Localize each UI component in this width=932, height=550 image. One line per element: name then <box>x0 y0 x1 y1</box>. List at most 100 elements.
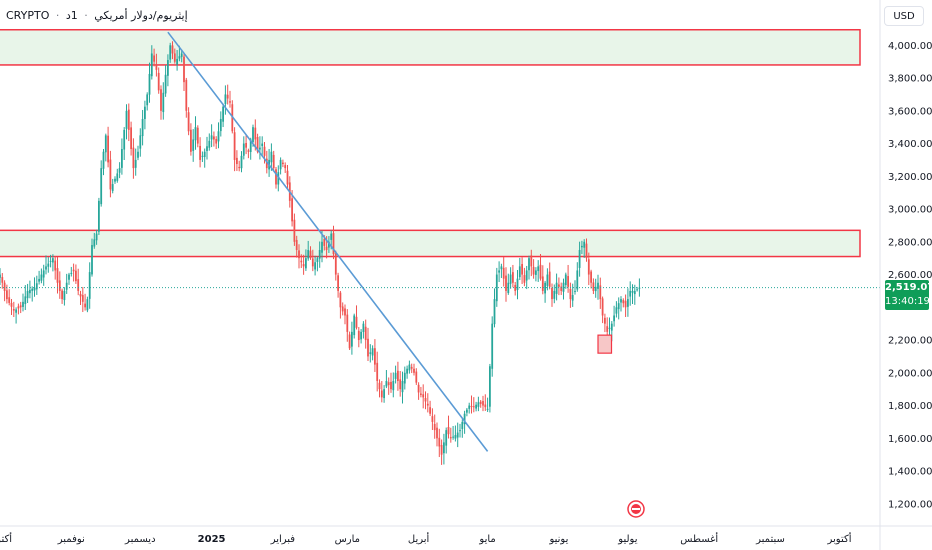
candle-body <box>530 255 533 267</box>
candle-body <box>199 145 201 160</box>
candle-body <box>132 147 135 169</box>
candle-body <box>316 258 319 262</box>
candle-body <box>539 264 542 279</box>
candle-body <box>68 274 70 280</box>
candle-body <box>378 382 381 390</box>
candle-body <box>581 245 583 248</box>
candle-body <box>88 272 91 299</box>
candle-body <box>466 409 468 413</box>
candle-body <box>203 151 206 158</box>
candle-body <box>162 92 165 113</box>
candle-body <box>564 274 567 286</box>
symbol-name: إيثريوم/دولار أمريكي <box>94 9 188 22</box>
candle-body <box>546 274 549 286</box>
candle-body <box>70 272 73 274</box>
x-axis: أكتوبر نوفمبر ديسمبر 2025 فبراير مارس أبريل ماي… <box>0 525 932 545</box>
candle-body <box>185 79 188 111</box>
candle-body <box>45 266 47 270</box>
candle-body <box>208 140 211 148</box>
candle-body <box>486 408 489 410</box>
candle-body <box>311 258 314 267</box>
candle-body <box>86 299 89 311</box>
candle-body <box>406 368 408 374</box>
candle-body <box>594 286 597 292</box>
candle-body <box>449 437 452 439</box>
x-tick-label: أغسطس <box>680 532 718 545</box>
candle-body <box>277 172 280 185</box>
candle-body <box>217 131 220 142</box>
x-tick-label: 2025 <box>198 534 226 545</box>
interval-label[interactable]: 1د <box>65 9 78 22</box>
y-tick-label: 1,200.00 <box>888 499 932 510</box>
candle-body <box>615 307 618 314</box>
candle-body <box>153 55 155 62</box>
candle-body <box>560 286 563 291</box>
candle-body <box>196 127 199 144</box>
candle-body <box>79 294 82 297</box>
candle-body <box>339 292 342 308</box>
candle-body <box>385 380 388 387</box>
candle-body <box>408 364 411 371</box>
candle-body <box>176 58 178 65</box>
x-tick-label: فبراير <box>270 534 296 545</box>
candle-body <box>454 435 457 439</box>
candle-body <box>456 432 459 438</box>
candle-body <box>633 290 636 295</box>
event-flag-icon[interactable] <box>627 500 645 518</box>
candle-body <box>436 427 438 439</box>
candle-body <box>574 290 576 292</box>
candle-body <box>123 129 126 150</box>
candle-body <box>309 250 312 259</box>
candle-body <box>521 264 523 275</box>
candle-body <box>512 272 514 283</box>
candle-body <box>98 200 100 232</box>
currency-button[interactable]: USD <box>884 6 924 26</box>
candle-body <box>121 149 123 168</box>
candle-body <box>247 150 250 152</box>
candle-body <box>334 253 337 275</box>
y-tick-label: 4,000.00 <box>888 41 932 52</box>
candle-body <box>514 284 517 291</box>
symbol-label[interactable]: CRYPTO <box>6 9 50 22</box>
candle-body <box>357 330 360 341</box>
candle-body <box>31 288 34 291</box>
candle-body <box>81 295 84 302</box>
current-price-value: 2,519.07 <box>885 282 932 293</box>
zone-1 <box>0 229 861 258</box>
candle-body <box>608 327 611 329</box>
candle-body <box>461 421 464 429</box>
candle-body <box>102 151 105 169</box>
candle-body <box>624 300 627 308</box>
candle-body <box>118 168 121 173</box>
x-tick-label: يونيو <box>548 534 568 545</box>
zone-0 <box>0 28 861 66</box>
candle-body <box>265 158 268 169</box>
candle-body <box>422 394 425 398</box>
candle-body <box>12 308 15 311</box>
candle-body <box>261 143 264 146</box>
y-tick-label: 1,800.00 <box>888 401 932 412</box>
candle-body <box>137 151 139 158</box>
candle-body <box>429 407 431 414</box>
candle-body <box>627 299 629 307</box>
candle-body <box>104 135 107 153</box>
candle-body <box>351 331 353 347</box>
candle-body <box>254 127 257 140</box>
candle-body <box>337 275 339 291</box>
candle-body <box>445 430 448 446</box>
candle-body <box>284 165 287 169</box>
candle-body <box>528 258 530 271</box>
candle-body <box>54 260 57 271</box>
candle-body <box>613 315 615 322</box>
candle-body <box>348 334 351 349</box>
candle-body <box>371 348 374 356</box>
candle-body <box>578 249 581 268</box>
candle-body <box>516 278 519 290</box>
candle-body <box>321 241 323 253</box>
candle-body <box>341 306 344 312</box>
candle-body <box>164 74 167 94</box>
candle-body <box>438 437 441 447</box>
candle-body <box>585 243 588 259</box>
candle-body <box>213 136 215 140</box>
